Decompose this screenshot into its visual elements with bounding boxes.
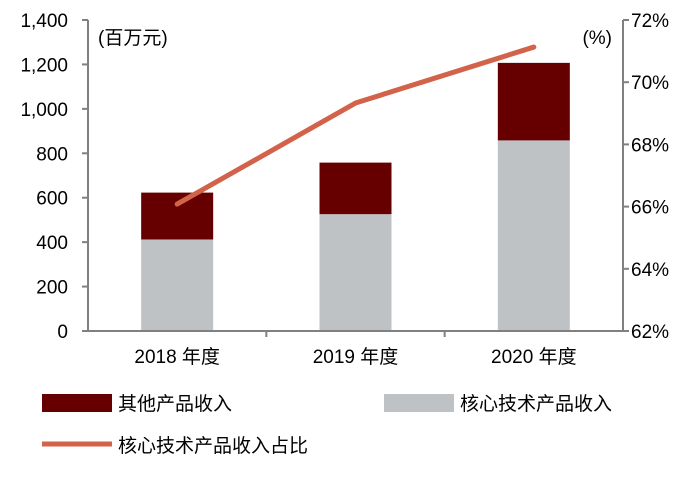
right-tick-label: 70% [631, 73, 669, 94]
legend-label-core: 核心技术产品收入 [460, 393, 612, 415]
bar-core-2 [498, 140, 570, 331]
left-tick-label: 400 [36, 233, 68, 254]
left-tick-label: 1,200 [20, 55, 68, 76]
left-tick-label: 800 [36, 144, 68, 165]
legend-swatch-core [384, 394, 454, 412]
right-unit-label: (%) [582, 28, 612, 49]
legend-label-other: 其他产品收入 [118, 393, 232, 415]
right-tick-label: 62% [631, 322, 669, 343]
left-tick-label: 1,000 [20, 100, 68, 121]
bar-other-0 [141, 193, 213, 240]
right-tick-label: 68% [631, 135, 669, 156]
left-tick-label: 600 [36, 189, 68, 210]
left-tick-label: 0 [57, 322, 68, 343]
right-tick-label: 64% [631, 260, 669, 281]
x-tick-label: 2020 年度 [491, 346, 577, 368]
x-tick-label: 2019 年度 [313, 346, 399, 368]
bar-core-1 [320, 214, 392, 331]
left-unit-label: (百万元) [98, 28, 168, 49]
left-tick-label: 200 [36, 278, 68, 299]
right-tick-label: 66% [631, 198, 669, 219]
bar-other-2 [498, 63, 570, 141]
bar-other-1 [320, 163, 392, 215]
legend-label-ratio: 核心技术产品收入占比 [118, 435, 308, 457]
left-tick-label: 1,400 [20, 11, 68, 32]
right-tick-label: 72% [631, 11, 669, 32]
x-tick-label: 2018 年度 [134, 346, 220, 368]
legend-swatch-other [42, 394, 112, 412]
legend: 其他产品收入 核心技术产品收入 核心技术产品收入占比 [42, 393, 612, 457]
bar-core-0 [141, 239, 213, 331]
